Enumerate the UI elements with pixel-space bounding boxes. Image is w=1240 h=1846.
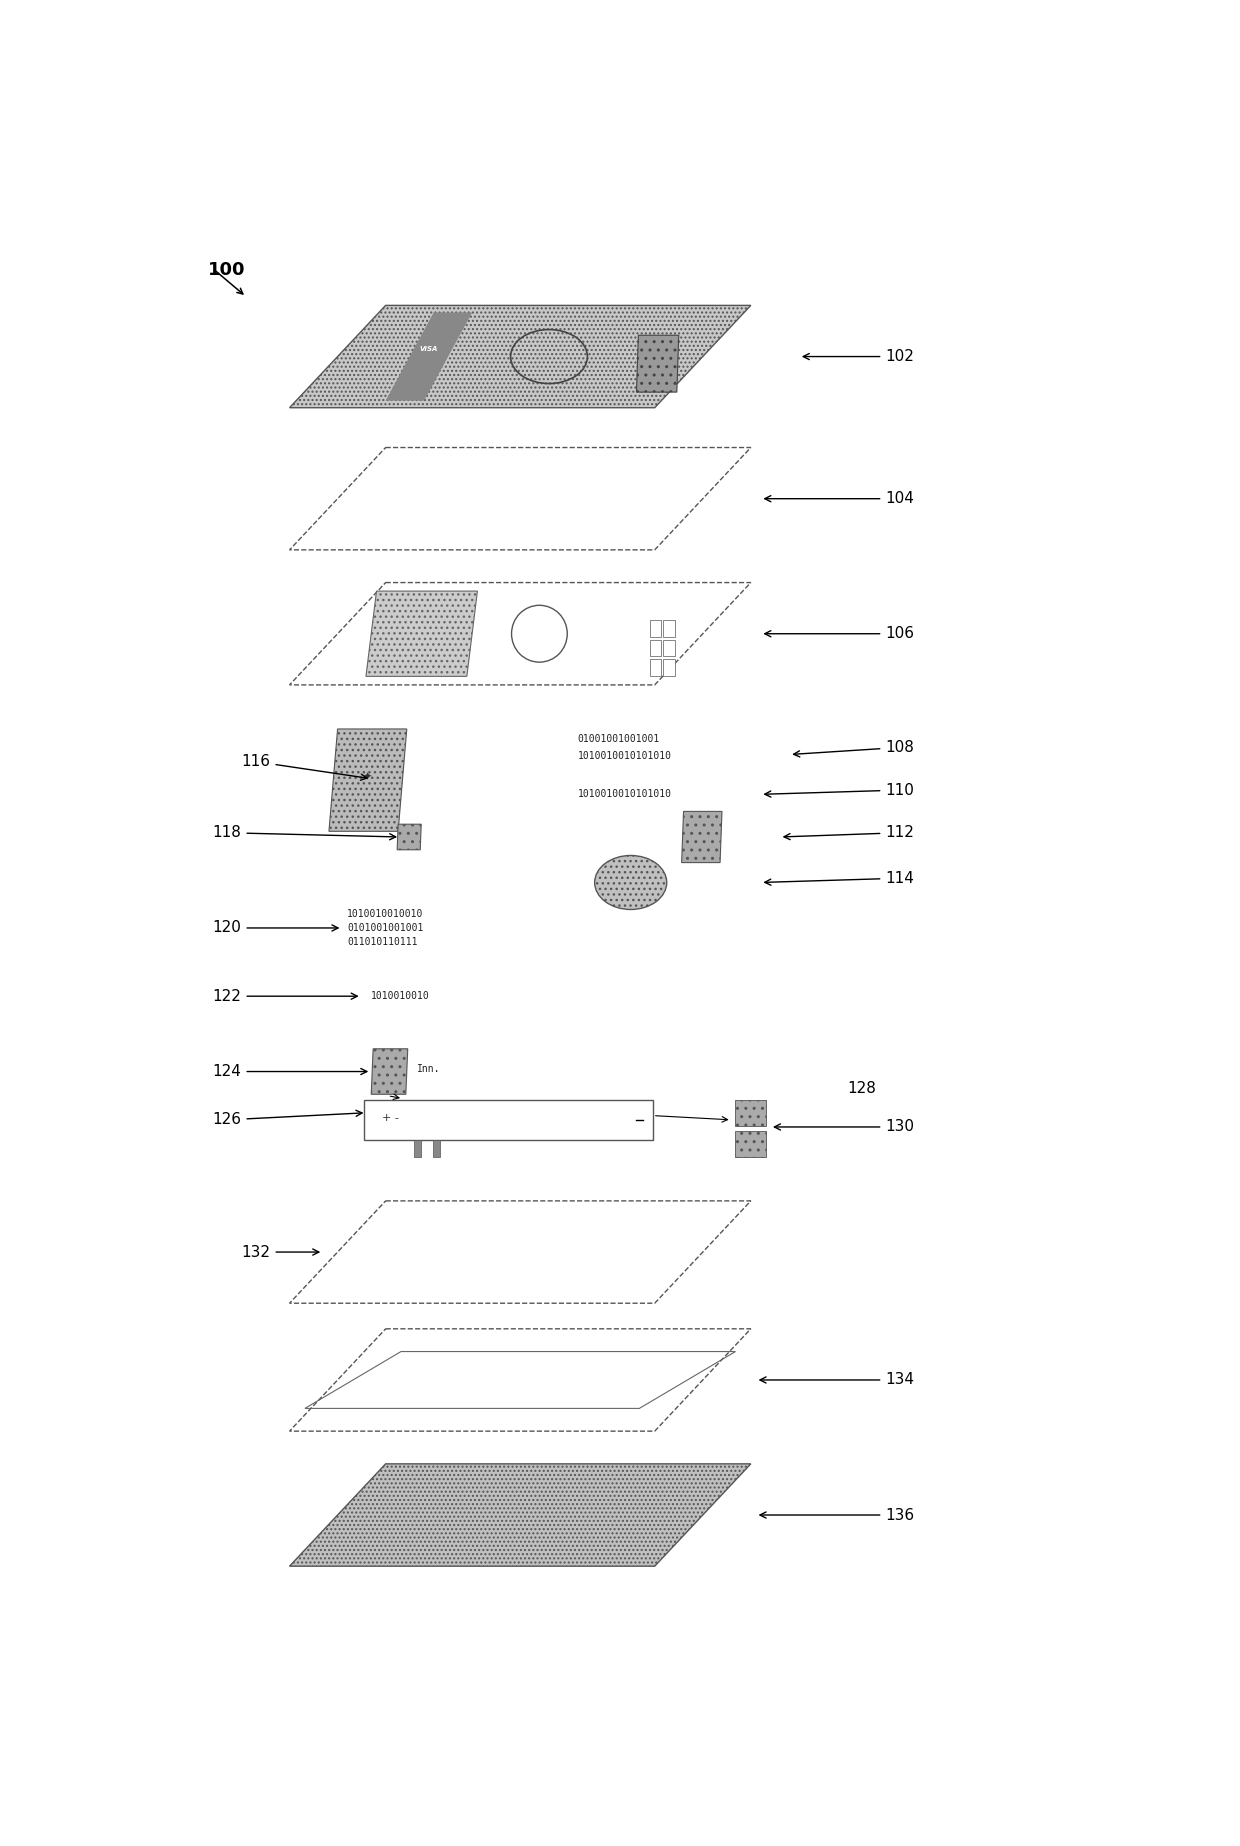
Text: 128: 128 (847, 1082, 875, 1097)
Bar (433, 1139, 440, 1157)
Polygon shape (290, 583, 751, 685)
Text: 120: 120 (212, 921, 339, 936)
Bar (663, 659, 675, 676)
Polygon shape (386, 312, 472, 401)
Text: 1010010010: 1010010010 (371, 991, 430, 1001)
Polygon shape (290, 1464, 751, 1565)
Bar (663, 639, 675, 657)
Text: VISA: VISA (419, 347, 438, 353)
Bar (413, 1139, 422, 1157)
Text: 110: 110 (765, 783, 914, 797)
Text: 102: 102 (804, 349, 914, 364)
Polygon shape (636, 336, 678, 391)
Text: 112: 112 (784, 825, 914, 840)
Text: 1010010010010: 1010010010010 (347, 908, 424, 919)
Text: 0101001001001: 0101001001001 (347, 923, 424, 932)
Text: 132: 132 (242, 1244, 319, 1259)
Text: 118: 118 (212, 825, 396, 840)
Text: 106: 106 (765, 626, 914, 641)
Text: 114: 114 (765, 871, 914, 886)
Text: 126: 126 (212, 1109, 362, 1128)
Text: 122: 122 (212, 989, 357, 1004)
Bar (650, 659, 661, 676)
Text: 108: 108 (794, 740, 914, 757)
Text: 01001001001001: 01001001001001 (578, 735, 660, 744)
Text: 134: 134 (760, 1372, 914, 1388)
Text: 1010010010101010: 1010010010101010 (578, 790, 672, 799)
Polygon shape (290, 305, 751, 408)
Polygon shape (329, 729, 407, 831)
Polygon shape (397, 823, 422, 849)
Text: Inn.: Inn. (418, 1063, 441, 1074)
Text: ✦: ✦ (362, 772, 372, 783)
Text: 136: 136 (760, 1508, 914, 1523)
Bar (365, 1100, 652, 1139)
Polygon shape (682, 812, 722, 862)
Bar (663, 620, 675, 637)
Text: + -: + - (382, 1113, 399, 1124)
Ellipse shape (595, 855, 667, 910)
Text: 116: 116 (242, 755, 367, 781)
Text: 130: 130 (774, 1119, 914, 1135)
Text: 100: 100 (208, 262, 246, 279)
Bar (650, 639, 661, 657)
Bar (735, 1100, 766, 1126)
Text: 124: 124 (212, 1063, 367, 1080)
Text: 104: 104 (765, 491, 914, 506)
Polygon shape (290, 447, 751, 550)
Polygon shape (371, 1049, 408, 1095)
Polygon shape (290, 1329, 751, 1431)
Bar (650, 620, 661, 637)
Polygon shape (366, 591, 477, 676)
Text: 011010110111: 011010110111 (347, 938, 418, 947)
Polygon shape (290, 1202, 751, 1303)
Ellipse shape (512, 605, 567, 663)
Bar (735, 1132, 766, 1157)
Text: 1010010010101010: 1010010010101010 (578, 751, 672, 761)
